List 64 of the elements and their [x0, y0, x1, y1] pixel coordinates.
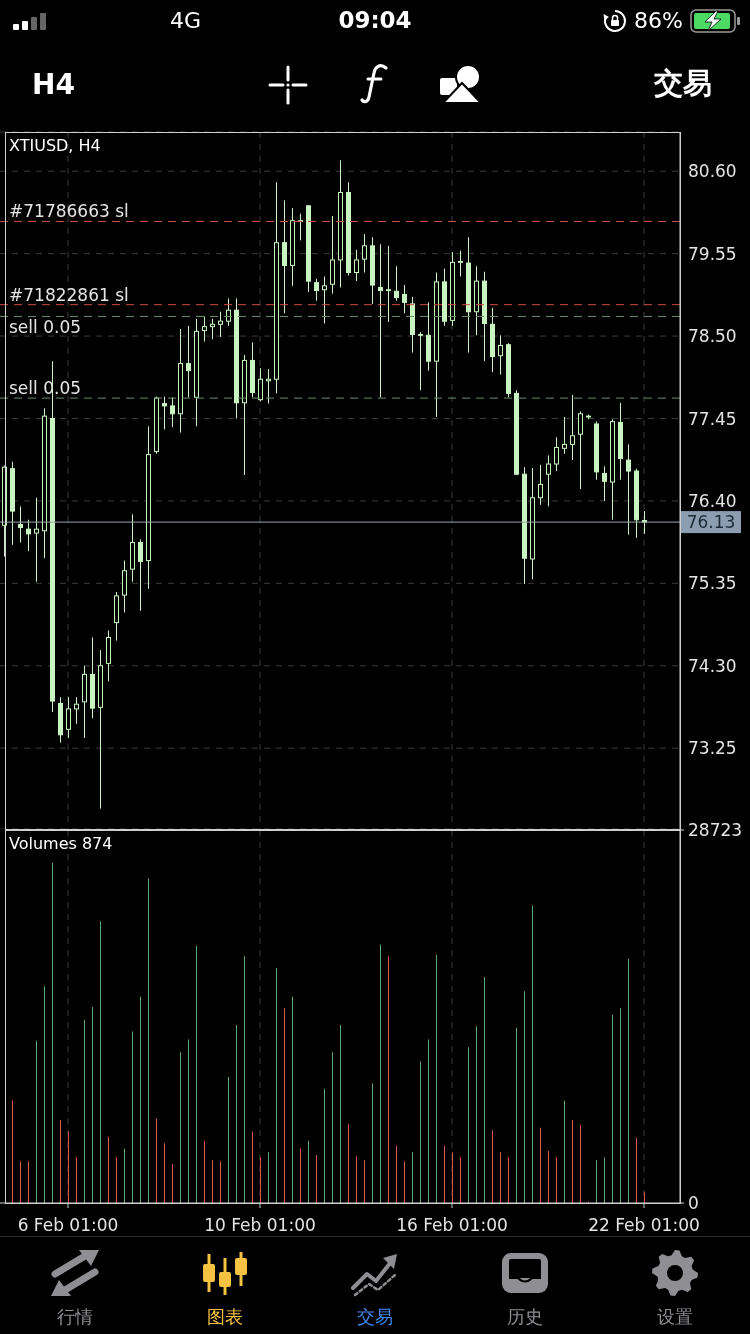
candlestick	[394, 265, 399, 302]
candlestick	[626, 443, 631, 536]
candlestick	[170, 396, 175, 428]
chart-title: XTIUSD, H4	[9, 136, 101, 155]
text: 86%	[634, 8, 683, 33]
text: 图表	[207, 1306, 243, 1327]
candlestick	[602, 465, 607, 502]
candlestick	[538, 464, 543, 506]
text: 历史	[507, 1306, 543, 1327]
x-tick-label: 22 Feb 01:00	[588, 1215, 700, 1235]
candlestick	[578, 410, 583, 490]
text: 交易	[357, 1306, 393, 1327]
candlestick	[498, 334, 503, 376]
candlestick	[66, 696, 71, 739]
candlestick	[322, 275, 327, 325]
candlestick	[18, 505, 23, 544]
text: 设置	[657, 1306, 693, 1327]
ref-line-label: #71822861 sl	[9, 284, 129, 305]
y-tick-label: 79.55	[688, 243, 737, 264]
candlestick	[554, 436, 559, 472]
candlestick	[138, 538, 143, 612]
y-tick-label: 80.60	[688, 161, 737, 182]
candlestick	[362, 233, 367, 273]
y-tick-label: 77.45	[688, 408, 737, 429]
candlestick	[162, 396, 167, 430]
candlestick	[210, 318, 215, 340]
x-tick-label: 10 Feb 01:00	[204, 1215, 316, 1235]
candlestick	[218, 311, 223, 338]
candlestick	[418, 331, 423, 391]
candlestick	[354, 249, 359, 282]
candlestick	[186, 325, 191, 398]
y-tick-label: 28723	[688, 820, 743, 841]
candlestick	[226, 297, 231, 327]
candlestick	[458, 250, 463, 277]
candlestick	[402, 284, 407, 314]
chart-title: Volumes 874	[9, 834, 113, 853]
candlestick	[258, 367, 263, 402]
candlestick	[26, 519, 31, 552]
ref-line-label: #71786663 sl	[9, 201, 129, 222]
candlestick	[34, 497, 39, 583]
text: 交易	[654, 66, 712, 100]
candlestick	[562, 416, 567, 455]
candlestick	[314, 278, 319, 302]
y-tick-label: 0	[688, 1193, 699, 1214]
candlestick	[282, 199, 287, 314]
text: 4G	[170, 8, 202, 33]
candlestick	[202, 315, 207, 343]
y-tick-label: 78.50	[688, 326, 737, 347]
y-tick-label: 74.30	[688, 655, 737, 676]
ref-line-label: sell 0.05	[9, 317, 82, 338]
candlestick	[570, 394, 575, 461]
y-tick-label: 75.35	[688, 573, 737, 594]
x-tick-label: 16 Feb 01:00	[396, 1215, 508, 1235]
candlestick	[74, 696, 79, 725]
y-tick-label: 73.25	[688, 738, 737, 759]
text: 行情	[57, 1306, 93, 1327]
text: H4	[32, 68, 75, 101]
ref-line-label: 76.13	[686, 512, 736, 533]
text: 09:04	[338, 7, 412, 33]
x-tick-label: 6 Feb 01:00	[17, 1215, 119, 1235]
candlestick	[546, 454, 551, 507]
candlestick	[378, 243, 383, 398]
y-tick-label: 76.40	[688, 490, 737, 511]
candlestick	[386, 245, 391, 323]
